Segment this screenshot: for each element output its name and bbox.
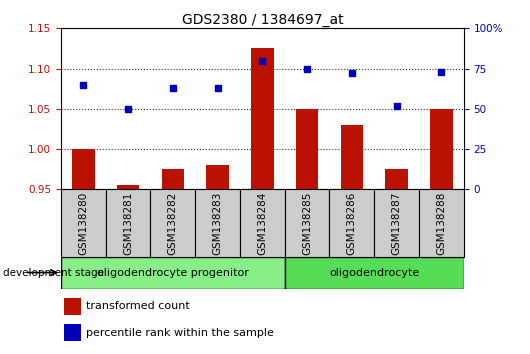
Point: [392, 103, 401, 108]
FancyBboxPatch shape: [419, 189, 464, 257]
FancyBboxPatch shape: [240, 189, 285, 257]
FancyBboxPatch shape: [195, 189, 240, 257]
Bar: [117, 185, 139, 189]
Point: [79, 82, 87, 87]
Point: [437, 69, 446, 75]
FancyBboxPatch shape: [151, 189, 195, 257]
FancyBboxPatch shape: [330, 189, 374, 257]
Text: GSM138288: GSM138288: [436, 191, 446, 255]
Text: GSM138280: GSM138280: [78, 192, 89, 255]
Point: [214, 85, 222, 91]
Bar: [206, 165, 229, 189]
Point: [348, 70, 356, 76]
Point: [258, 58, 267, 63]
Text: GSM138283: GSM138283: [213, 191, 223, 255]
Bar: [341, 125, 363, 189]
Text: GSM138281: GSM138281: [123, 191, 133, 255]
Text: GSM138284: GSM138284: [258, 191, 267, 255]
FancyBboxPatch shape: [285, 257, 464, 289]
Text: oligodendrocyte: oligodendrocyte: [329, 268, 419, 278]
Bar: [296, 109, 319, 189]
FancyBboxPatch shape: [61, 257, 285, 289]
Bar: [430, 109, 453, 189]
Bar: [385, 169, 408, 189]
FancyBboxPatch shape: [374, 189, 419, 257]
Text: GSM138285: GSM138285: [302, 191, 312, 255]
Title: GDS2380 / 1384697_at: GDS2380 / 1384697_at: [182, 13, 343, 27]
Bar: [251, 48, 273, 189]
Text: development stage: development stage: [3, 268, 104, 278]
FancyBboxPatch shape: [61, 189, 105, 257]
FancyBboxPatch shape: [285, 189, 330, 257]
Text: oligodendrocyte progenitor: oligodendrocyte progenitor: [97, 268, 249, 278]
Bar: [162, 169, 184, 189]
Text: GSM138286: GSM138286: [347, 191, 357, 255]
FancyBboxPatch shape: [105, 189, 151, 257]
Bar: [64, 324, 81, 341]
Point: [303, 66, 311, 72]
Text: percentile rank within the sample: percentile rank within the sample: [86, 328, 274, 338]
Bar: [72, 149, 94, 189]
Text: GSM138287: GSM138287: [392, 191, 402, 255]
Text: transformed count: transformed count: [86, 301, 190, 311]
Point: [124, 106, 132, 112]
Bar: [64, 297, 81, 315]
Point: [169, 85, 177, 91]
Text: GSM138282: GSM138282: [168, 191, 178, 255]
